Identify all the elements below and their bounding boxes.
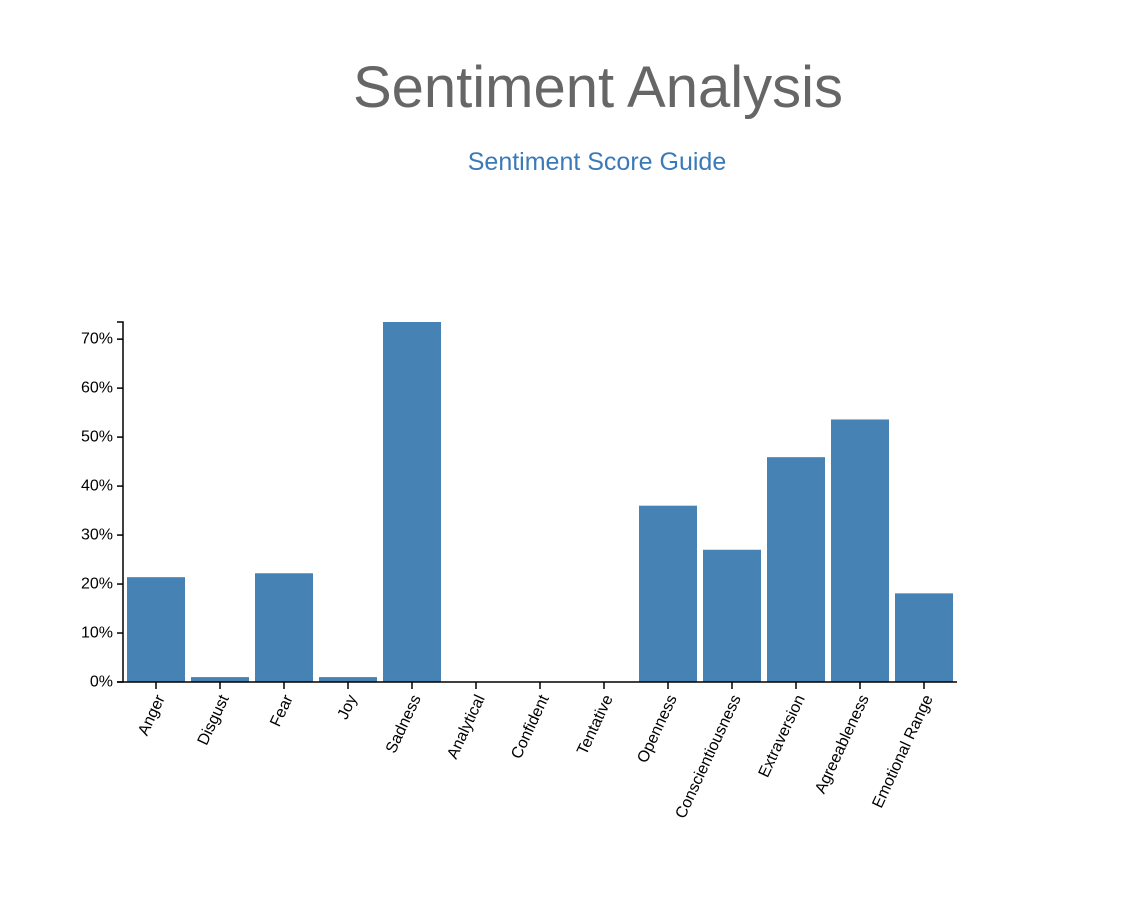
y-tick-label: 0%	[90, 674, 113, 691]
page-title: Sentiment Analysis	[352, 55, 844, 120]
bar-sadness	[383, 322, 441, 682]
x-tick-label: Tentative	[574, 692, 617, 757]
bar-fear	[255, 573, 313, 682]
bar-conscientiousness	[703, 549, 761, 682]
y-tick-label: 40%	[81, 478, 113, 495]
y-tick-label: 10%	[81, 625, 113, 642]
sentiment-score-guide-link[interactable]: Sentiment Score Guide	[467, 148, 727, 176]
y-tick-label: 70%	[81, 331, 113, 348]
x-tick-label: Anger	[135, 692, 169, 738]
x-tick-label: Conscientiousness	[673, 692, 745, 821]
x-tick-label: Disgust	[195, 692, 233, 748]
bar-anger	[127, 577, 185, 682]
bar-openness	[639, 505, 697, 682]
x-tick-label: Analytical	[444, 692, 488, 761]
y-axis: 0% 10% 20% 30% 40% 50% 60% 70%	[81, 321, 124, 691]
x-tick-label: Fear	[267, 692, 297, 730]
bar-agreeableness	[831, 419, 889, 682]
x-tick-label: Openness	[634, 692, 680, 765]
x-tick-label: Emotional Range	[869, 692, 936, 811]
bar-extraversion	[767, 457, 825, 682]
x-tick-label: Confident	[508, 692, 553, 762]
bar-emotional-range	[895, 593, 953, 682]
bar-disgust	[191, 677, 249, 682]
y-tick-label: 60%	[81, 380, 113, 397]
bar-joy	[319, 677, 377, 682]
y-tick-label: 30%	[81, 527, 113, 544]
x-axis: Anger Disgust Fear Joy Sadness Analytical Conf…	[123, 681, 957, 821]
y-tick-label: 20%	[81, 576, 113, 593]
bars	[127, 322, 953, 682]
x-tick-label: Sadness	[383, 692, 425, 756]
x-tick-label: Agreeableness	[812, 692, 873, 796]
x-tick-label: Extraversion	[756, 692, 809, 780]
y-axis-line	[117, 321, 124, 683]
y-tick-label: 50%	[81, 429, 113, 446]
x-tick-label: Joy	[335, 692, 361, 722]
